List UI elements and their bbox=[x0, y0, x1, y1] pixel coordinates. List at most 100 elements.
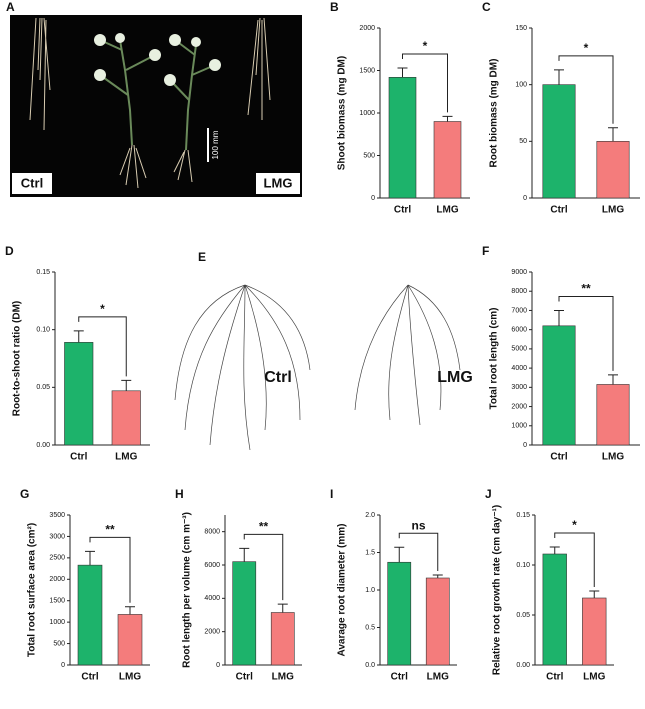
y-tick-label: 6000 bbox=[204, 562, 220, 569]
bar bbox=[542, 325, 576, 446]
scale-label: 100 mm bbox=[211, 130, 220, 159]
y-tick-label: 3000 bbox=[49, 533, 65, 540]
bar bbox=[387, 561, 412, 666]
y-tick-label: 0 bbox=[371, 195, 375, 202]
x-tick-label: LMG bbox=[602, 205, 624, 216]
panel-letter: B bbox=[330, 0, 339, 14]
bar bbox=[232, 561, 257, 666]
bar bbox=[596, 384, 630, 446]
y-tick-label: 0.05 bbox=[36, 384, 50, 391]
y-tick-label: 0.15 bbox=[36, 269, 50, 276]
y-tick-label: 0 bbox=[61, 662, 65, 669]
y-tick-label: 500 bbox=[53, 640, 65, 647]
error-bar bbox=[125, 606, 135, 615]
error-bar bbox=[589, 590, 600, 598]
y-tick-label: 50 bbox=[519, 138, 527, 145]
y-tick-label: 0.5 bbox=[365, 624, 375, 631]
significance-bracket bbox=[78, 316, 127, 377]
error-bar bbox=[277, 603, 288, 613]
x-tick-label: LMG bbox=[115, 452, 137, 463]
leaves bbox=[94, 33, 221, 86]
error-bar bbox=[554, 309, 564, 326]
error-bar bbox=[442, 115, 453, 122]
y-tick-label: 9000 bbox=[511, 269, 527, 276]
x-tick-label: LMG bbox=[583, 672, 605, 683]
y-tick-label: 0.15 bbox=[516, 512, 530, 519]
significance-label: * bbox=[572, 518, 577, 532]
y-tick-label: 1000 bbox=[359, 110, 375, 117]
y-tick-label: 500 bbox=[363, 152, 375, 159]
significance-label: ** bbox=[105, 523, 115, 537]
y-tick-label: 4000 bbox=[511, 365, 527, 372]
y-tick-label: 100 bbox=[515, 82, 527, 89]
x-tick-label: LMG bbox=[119, 672, 141, 683]
y-tick-label: 2000 bbox=[204, 629, 220, 636]
significance-bracket bbox=[554, 532, 595, 587]
bar bbox=[388, 77, 417, 199]
bar bbox=[542, 84, 576, 199]
x-tick-label: LMG bbox=[602, 452, 624, 463]
y-tick-label: 1.5 bbox=[365, 549, 375, 556]
y-tick-label: 2.0 bbox=[365, 512, 375, 519]
error-bar bbox=[121, 379, 132, 391]
x-tick-label: Ctrl bbox=[391, 672, 408, 683]
significance-bracket bbox=[398, 532, 439, 571]
bar bbox=[77, 564, 103, 666]
x-tick-label: Ctrl bbox=[70, 452, 87, 463]
bar bbox=[542, 553, 567, 666]
roots-illustration bbox=[29, 17, 271, 189]
x-tick-label: Ctrl bbox=[236, 672, 253, 683]
x-tick-label: LMG bbox=[436, 205, 458, 216]
x-tick-label: Ctrl bbox=[81, 672, 98, 683]
x-tick-label: LMG bbox=[272, 672, 294, 683]
label-box bbox=[256, 173, 300, 194]
y-tick-label: 0.10 bbox=[36, 327, 50, 334]
y-axis-label: Total root length (cm) bbox=[489, 307, 500, 409]
panel-letter: G bbox=[20, 487, 29, 501]
bar bbox=[117, 614, 143, 666]
y-tick-label: 6000 bbox=[511, 327, 527, 334]
label-box bbox=[12, 173, 52, 194]
bar bbox=[596, 141, 630, 199]
y-tick-label: 8000 bbox=[204, 529, 220, 536]
photo-label: LMG bbox=[437, 369, 473, 386]
panel-letter: A bbox=[6, 0, 15, 14]
y-tick-label: 0.05 bbox=[516, 612, 530, 619]
bar bbox=[433, 121, 462, 199]
y-tick-label: 1500 bbox=[359, 67, 375, 74]
y-tick-label: 1500 bbox=[49, 598, 65, 605]
y-tick-label: 0.0 bbox=[365, 662, 375, 669]
x-tick-label: LMG bbox=[427, 672, 449, 683]
y-axis-label: Relative root growth rate (cm day⁻¹) bbox=[492, 505, 503, 675]
significance-label: ns bbox=[411, 518, 425, 532]
y-tick-label: 2000 bbox=[511, 403, 527, 410]
roots-illustration bbox=[174, 284, 461, 451]
significance-bracket bbox=[558, 55, 614, 124]
x-tick-label: Ctrl bbox=[550, 205, 567, 216]
significance-label: ** bbox=[259, 520, 269, 534]
y-tick-label: 0.10 bbox=[516, 562, 530, 569]
y-tick-label: 2000 bbox=[359, 25, 375, 32]
bar bbox=[270, 612, 295, 666]
error-bar bbox=[239, 547, 250, 562]
y-tick-label: 0 bbox=[216, 662, 220, 669]
significance-label: * bbox=[423, 39, 428, 53]
y-axis-label: Root biomass (mg DM) bbox=[489, 59, 500, 168]
error-bar bbox=[549, 546, 560, 554]
panel-letter: J bbox=[485, 487, 492, 501]
error-bar bbox=[85, 550, 95, 566]
error-bar bbox=[397, 67, 408, 78]
bar bbox=[111, 390, 141, 446]
panel-letter: H bbox=[175, 487, 184, 501]
y-tick-label: 0.00 bbox=[516, 662, 530, 669]
error-bar bbox=[432, 574, 443, 578]
error-bar bbox=[394, 546, 405, 563]
error-bar bbox=[554, 69, 564, 85]
y-tick-label: 7000 bbox=[511, 307, 527, 314]
y-tick-label: 3000 bbox=[511, 384, 527, 391]
bar bbox=[425, 577, 450, 666]
photo bbox=[10, 15, 302, 197]
panel-letter: C bbox=[482, 0, 491, 14]
y-axis-label: Root-to-shoot ratio (DM) bbox=[12, 301, 23, 417]
